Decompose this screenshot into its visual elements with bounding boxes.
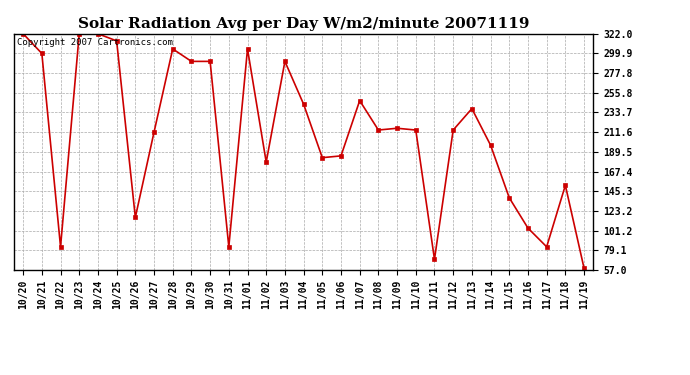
Title: Solar Radiation Avg per Day W/m2/minute 20071119: Solar Radiation Avg per Day W/m2/minute …	[78, 17, 529, 31]
Text: Copyright 2007 Cartronics.com: Copyright 2007 Cartronics.com	[17, 39, 172, 48]
